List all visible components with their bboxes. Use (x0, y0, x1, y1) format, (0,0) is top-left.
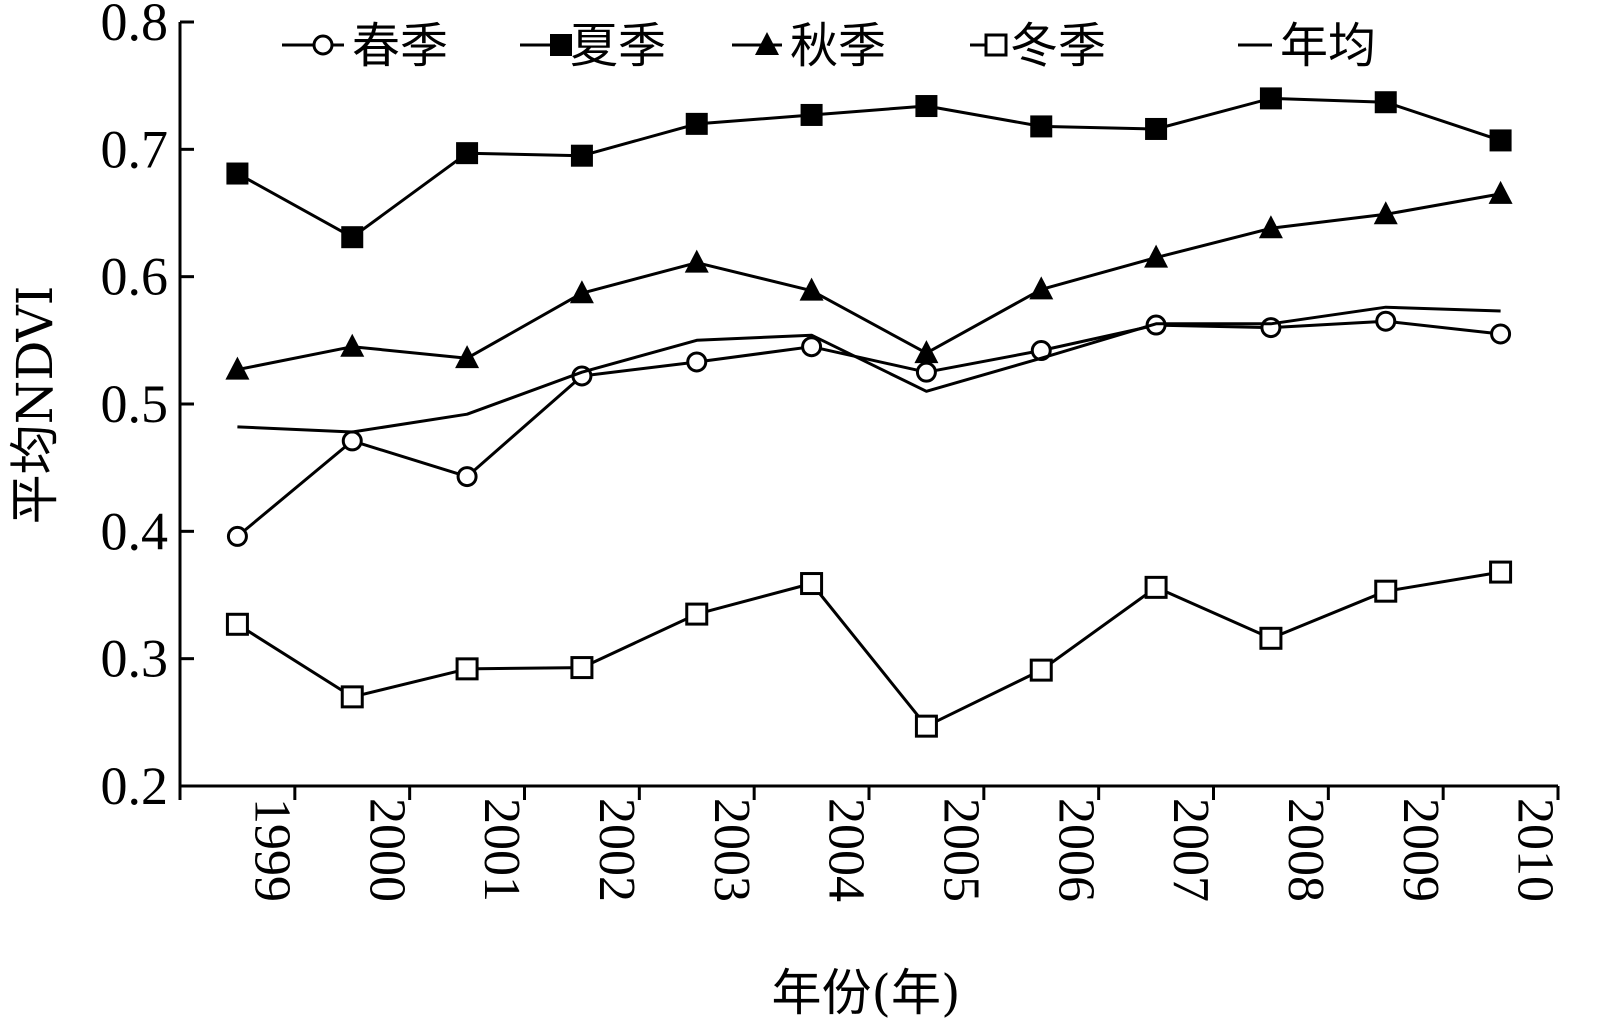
data-point-triangle (225, 356, 250, 380)
legend-label: 冬季 (1010, 18, 1106, 74)
data-point-square-open (1144, 575, 1168, 599)
legend-label: 秋季 (790, 18, 886, 74)
data-point-square-open (1374, 579, 1398, 603)
data-point-triangle (755, 32, 779, 55)
data-point-triangle (569, 280, 594, 304)
legend: 春季 夏季 秋季 冬季 年均 (282, 18, 1376, 74)
data-point-square-filled (1259, 87, 1282, 110)
data-point-triangle (914, 340, 939, 364)
y-tick-label: 0.4 (101, 501, 169, 561)
data-point-square-filled (456, 142, 479, 165)
x-tick-label: 1999 (243, 798, 300, 902)
x-ticks: 1999 2000 2001 2002 2003 2004 2005 2006 2007 2008… (178, 786, 1564, 902)
y-tick-label: 0.7 (101, 119, 169, 179)
data-point-square-filled (685, 112, 708, 135)
series-line (236, 319, 1501, 538)
series-1 (226, 87, 1512, 249)
data-point-triangle (1029, 276, 1054, 300)
series-2 (225, 180, 1513, 380)
x-tick-label: 2010 (1507, 798, 1564, 902)
data-point-square-filled (341, 226, 364, 249)
data-point-square-filled (550, 34, 572, 56)
y-tick-label: 0.8 (101, 0, 169, 52)
data-point-square-open (984, 33, 1008, 57)
data-point-square-filled (800, 103, 823, 126)
series-3 (225, 560, 1513, 738)
data-point-square-open (570, 656, 594, 680)
data-point-triangle (684, 249, 709, 273)
legend-label: 夏季 (570, 18, 666, 74)
legend-item-1: 夏季 (520, 18, 666, 74)
series-line (236, 96, 1502, 239)
data-point-circle (341, 430, 363, 452)
y-tick-label: 0.3 (101, 629, 169, 689)
data-point-circle (686, 351, 708, 373)
x-axis-title: 年份(年) (771, 964, 960, 1022)
data-point-square-open (1029, 658, 1053, 682)
legend-item-4: 年均 (1238, 18, 1376, 74)
x-tick-label: 2002 (588, 798, 645, 902)
series-line (236, 570, 1501, 728)
y-ticks: 0.2 0.3 0.4 0.5 0.6 0.7 0.8 (101, 0, 194, 816)
data-point-square-filled (570, 144, 593, 167)
data-point-square-open (800, 572, 824, 596)
x-tick-label: 2005 (932, 798, 989, 902)
series-group (225, 87, 1513, 738)
x-tick-label: 2001 (473, 798, 530, 902)
data-point-square-open (1259, 626, 1283, 650)
data-point-circle (312, 34, 334, 56)
y-tick-label: 0.6 (101, 247, 169, 307)
data-point-square-open (455, 657, 479, 681)
x-tick-label: 2006 (1047, 798, 1104, 902)
y-axis-title: 平均NDVI (6, 286, 64, 525)
axis-frame (178, 22, 1558, 788)
axes (178, 22, 1558, 788)
x-tick-label: 2008 (1277, 798, 1334, 902)
data-point-triangle (1258, 215, 1283, 239)
y-tick-label: 0.2 (101, 756, 169, 816)
data-point-triangle (1488, 180, 1513, 204)
data-point-square-open (914, 714, 938, 738)
data-point-square-open (340, 685, 364, 709)
data-point-circle (456, 466, 478, 488)
series-line (237, 305, 1501, 434)
data-point-square-open (1489, 560, 1513, 584)
legend-label: 年均 (1280, 18, 1376, 74)
data-point-circle (226, 525, 248, 547)
data-point-circle (1260, 317, 1282, 339)
series-4 (237, 305, 1501, 434)
data-point-triangle (455, 345, 480, 369)
data-point-triangle (340, 333, 365, 357)
x-tick-label: 2003 (703, 798, 760, 902)
x-tick-label: 2004 (818, 798, 875, 902)
data-point-circle (1490, 323, 1512, 345)
data-point-circle (915, 361, 937, 383)
x-tick-label: 2009 (1392, 798, 1449, 902)
data-point-square-filled (1489, 129, 1512, 152)
data-point-triangle (799, 277, 824, 301)
legend-item-2: 秋季 (732, 18, 886, 74)
data-point-circle (801, 336, 823, 358)
x-tick-label: 2007 (1162, 798, 1219, 902)
legend-item-0: 春季 (282, 18, 448, 74)
legend-label: 春季 (352, 18, 448, 74)
data-point-square-filled (1030, 115, 1053, 138)
series-line (237, 192, 1501, 372)
x-tick-label: 2000 (358, 798, 415, 902)
legend-item-3: 冬季 (970, 18, 1106, 74)
data-point-square-filled (1374, 91, 1397, 114)
data-point-triangle (1373, 201, 1398, 225)
data-point-square-filled (226, 162, 249, 185)
data-point-triangle (1144, 244, 1169, 268)
data-point-square-filled (1145, 117, 1168, 140)
data-point-square-filled (915, 95, 938, 118)
data-point-square-open (685, 602, 709, 626)
series-0 (226, 310, 1512, 547)
data-point-circle (1375, 310, 1397, 332)
data-point-square-open (225, 612, 249, 636)
y-tick-label: 0.5 (101, 374, 169, 434)
